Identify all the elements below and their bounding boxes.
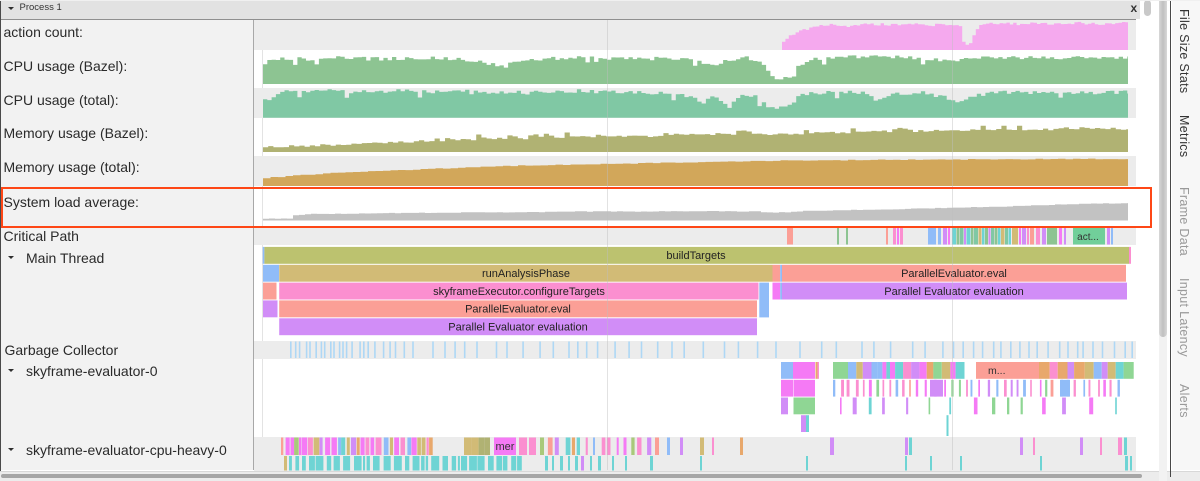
svg-text:skyframeExecutor.configureTarg: skyframeExecutor.configureTargets — [433, 286, 605, 298]
svg-text:buildTargets: buildTargets — [666, 250, 726, 262]
svg-text:m...: m... — [988, 365, 1006, 377]
svg-text:mer: mer — [496, 441, 515, 453]
svg-text:ParallelEvaluator.eval: ParallelEvaluator.eval — [465, 304, 571, 316]
svg-text:Parallel Evaluator evaluation: Parallel Evaluator evaluation — [448, 322, 587, 334]
svg-text:Parallel Evaluator evaluation: Parallel Evaluator evaluation — [884, 286, 1023, 298]
svg-text:runAnalysisPhase: runAnalysisPhase — [482, 268, 570, 280]
svg-text:act...: act... — [1077, 232, 1099, 243]
svg-text:ParallelEvaluator.eval: ParallelEvaluator.eval — [901, 268, 1007, 280]
